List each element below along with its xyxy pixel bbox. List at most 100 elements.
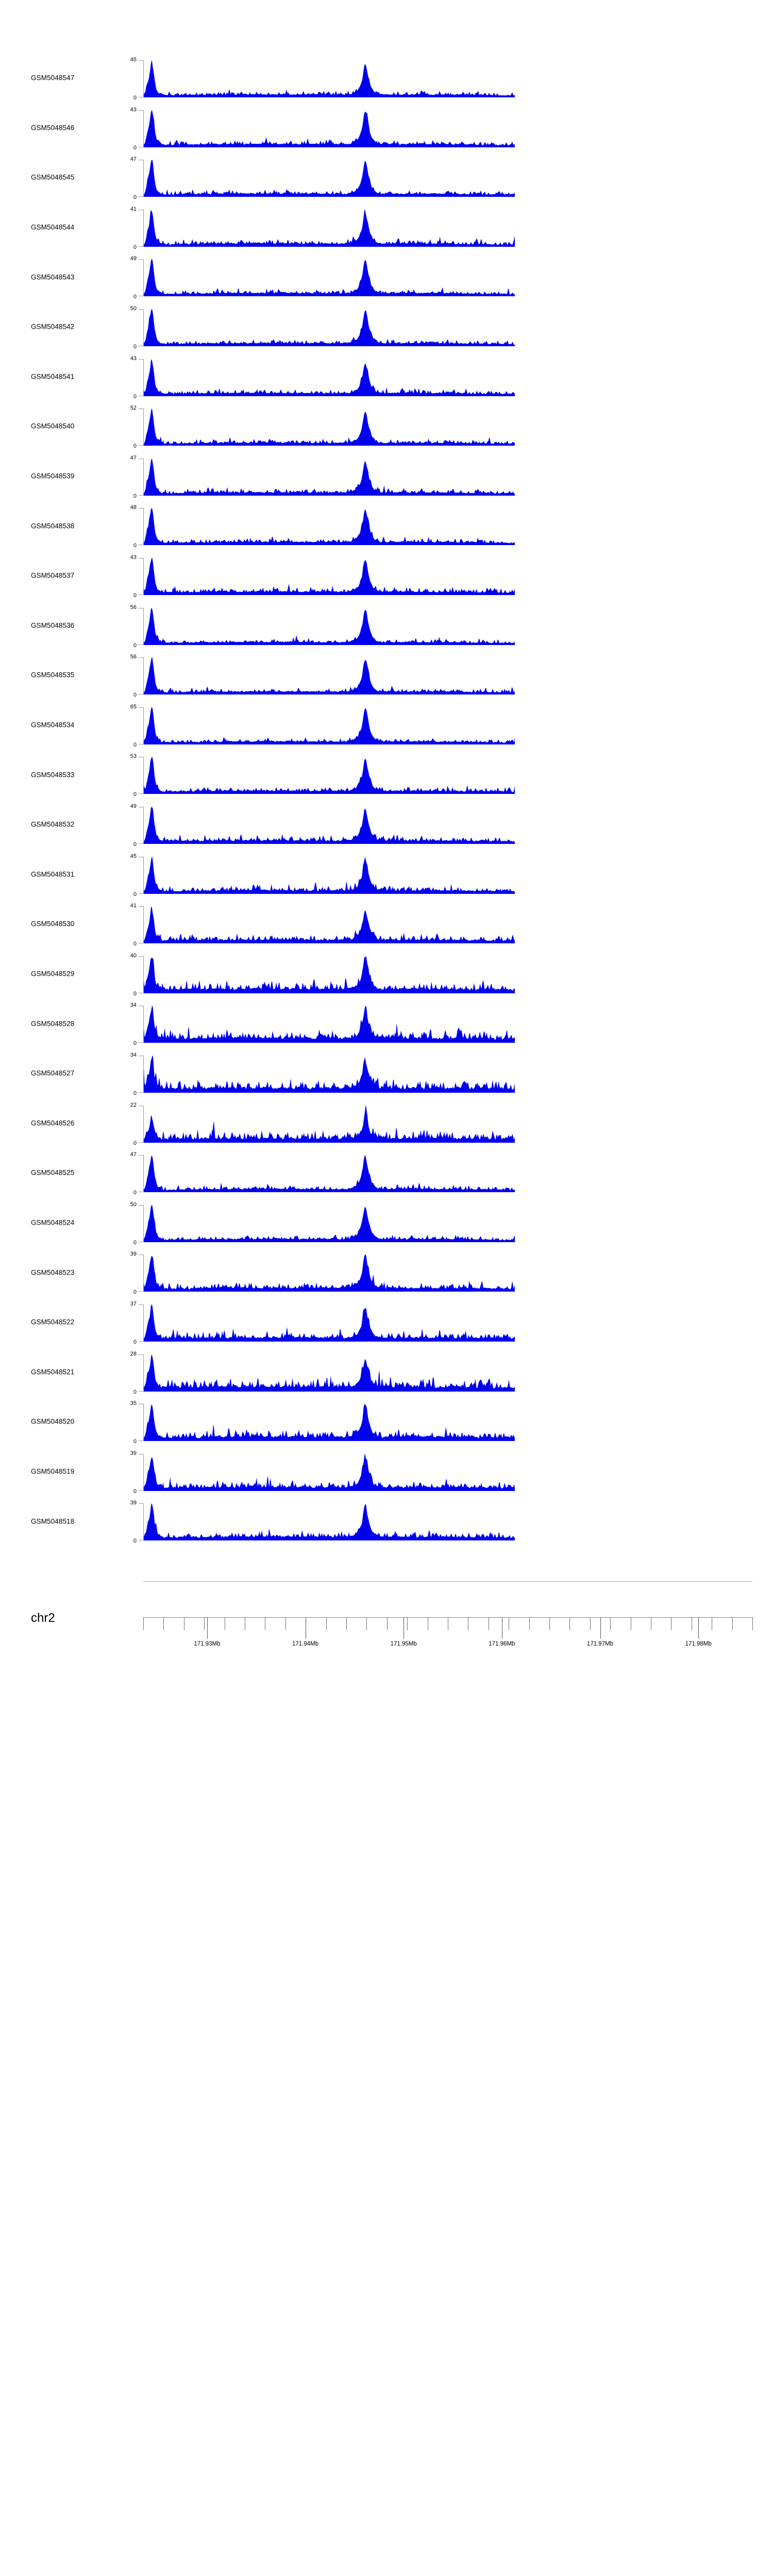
axis-tick-label: 171.93Mb: [194, 1641, 221, 1647]
y-axis-tick-min: [139, 1391, 144, 1392]
axis-minor-tick: [732, 1617, 733, 1630]
y-axis-tick-min: [139, 793, 144, 794]
y-axis-min-label: 0: [133, 941, 137, 947]
coverage-area: [144, 856, 515, 894]
coverage-track: GSM5048530 41 0: [0, 899, 773, 949]
y-axis-tick-max: [139, 60, 144, 61]
axis-minor-tick: [366, 1617, 367, 1630]
y-axis-min-label: 0: [133, 1388, 137, 1395]
coverage-track: GSM5048527 34 0: [0, 1048, 773, 1098]
y-axis-tick-min: [139, 1092, 144, 1093]
track-y-axis: [143, 956, 144, 993]
track-plot-area: 65 0: [130, 704, 752, 748]
y-axis-max-label: 43: [130, 554, 137, 561]
y-axis-max-label: 28: [130, 1350, 137, 1357]
track-plot-area: 50 0: [130, 306, 752, 350]
y-axis-tick-max: [139, 1205, 144, 1206]
track-plot-area: 49 0: [130, 256, 752, 300]
y-axis-max-label: 39: [130, 1251, 137, 1258]
track-plot-area: 35 0: [130, 1400, 752, 1445]
track-plot-area: 45 0: [130, 853, 752, 897]
y-axis-tick-min: [139, 1440, 144, 1442]
axis-minor-tick: [549, 1617, 550, 1630]
y-axis-tick-max: [139, 906, 144, 907]
y-axis-tick-max: [139, 1155, 144, 1156]
y-axis-max-label: 50: [130, 1201, 137, 1208]
track-plot-area: 50 0: [130, 1201, 752, 1246]
y-axis-min-label: 0: [133, 1289, 137, 1296]
coverage-area: [144, 1354, 515, 1392]
track-label: GSM5048519: [31, 1467, 75, 1476]
y-axis-min-label: 0: [133, 1140, 137, 1146]
y-axis-tick-max: [139, 956, 144, 957]
y-axis-tick-max: [139, 1354, 144, 1355]
y-axis-tick-max: [139, 1503, 144, 1504]
coverage-track: GSM5048540 52 0: [0, 401, 773, 451]
coverage-area: [144, 906, 515, 944]
y-axis-tick-max: [139, 657, 144, 658]
coverage-track: GSM5048518 39 0: [0, 1496, 773, 1546]
coverage-track: GSM5048529 40 0: [0, 949, 773, 999]
coverage-track: GSM5048532 49 0: [0, 800, 773, 850]
y-axis-max-label: 56: [130, 604, 137, 611]
y-axis-min-label: 0: [133, 592, 137, 599]
axis-minor-tick: [204, 1617, 205, 1630]
coverage-area: [144, 807, 515, 844]
coverage-track: GSM5048520 35 0: [0, 1397, 773, 1447]
coverage-area: [144, 160, 515, 197]
coverage-track: GSM5048547 45 0: [0, 53, 773, 103]
coverage-area: [144, 1205, 515, 1242]
track-plot-area: 41 0: [130, 206, 752, 250]
coverage-track: GSM5048533 53 0: [0, 750, 773, 800]
y-axis-max-label: 43: [130, 106, 137, 113]
y-axis-max-label: 47: [130, 156, 137, 163]
coverage-area: [144, 757, 515, 794]
track-label: GSM5048527: [31, 1069, 75, 1077]
track-y-axis: [143, 906, 144, 944]
y-axis-max-label: 52: [130, 405, 137, 412]
coverage-area: [144, 1006, 515, 1043]
track-label: GSM5048534: [31, 721, 75, 729]
coverage-area: [144, 309, 515, 346]
axis-minor-tick: [569, 1617, 570, 1630]
track-label: GSM5048543: [31, 273, 75, 281]
y-axis-tick-max: [139, 508, 144, 509]
axis-minor-tick: [163, 1617, 164, 1630]
y-axis-max-label: 48: [130, 504, 137, 511]
track-y-axis: [143, 209, 144, 247]
axis-minor-tick: [407, 1617, 408, 1630]
y-axis-max-label: 45: [130, 57, 137, 63]
axis-tick-label: 171.98Mb: [685, 1641, 712, 1647]
coverage-area: [144, 1105, 515, 1143]
track-label: GSM5048530: [31, 920, 75, 928]
track-y-axis: [143, 110, 144, 147]
y-axis-min-label: 0: [133, 1438, 137, 1445]
track-y-axis: [143, 1056, 144, 1093]
y-axis-min-label: 0: [133, 791, 137, 798]
axis-minor-tick: [143, 1617, 144, 1630]
y-axis-min-label: 0: [133, 194, 137, 201]
y-axis-max-label: 37: [130, 1301, 137, 1307]
coverage-track: GSM5048544 41 0: [0, 202, 773, 252]
track-label: GSM5048538: [31, 522, 75, 530]
track-plot-area: 22 0: [130, 1102, 752, 1146]
y-axis-max-label: 39: [130, 1450, 137, 1456]
coverage-area: [144, 508, 515, 546]
y-axis-tick-max: [139, 309, 144, 310]
y-axis-min-label: 0: [133, 1040, 137, 1047]
coverage-area: [144, 110, 515, 147]
coverage-track: GSM5048534 65 0: [0, 700, 773, 750]
y-axis-min-label: 0: [133, 642, 137, 649]
track-label: GSM5048547: [31, 74, 75, 82]
y-axis-max-label: 35: [130, 1400, 137, 1407]
coverage-track: GSM5048541 43 0: [0, 352, 773, 402]
y-axis-tick-min: [139, 495, 144, 496]
track-label: GSM5048542: [31, 323, 75, 331]
axis-minor-tick: [386, 1617, 388, 1630]
track-y-axis: [143, 458, 144, 496]
track-label: GSM5048535: [31, 671, 75, 679]
y-axis-tick-min: [139, 196, 144, 197]
y-axis-max-label: 45: [130, 853, 137, 859]
coverage-track: GSM5048536 56 0: [0, 601, 773, 651]
y-axis-min-label: 0: [133, 841, 137, 848]
